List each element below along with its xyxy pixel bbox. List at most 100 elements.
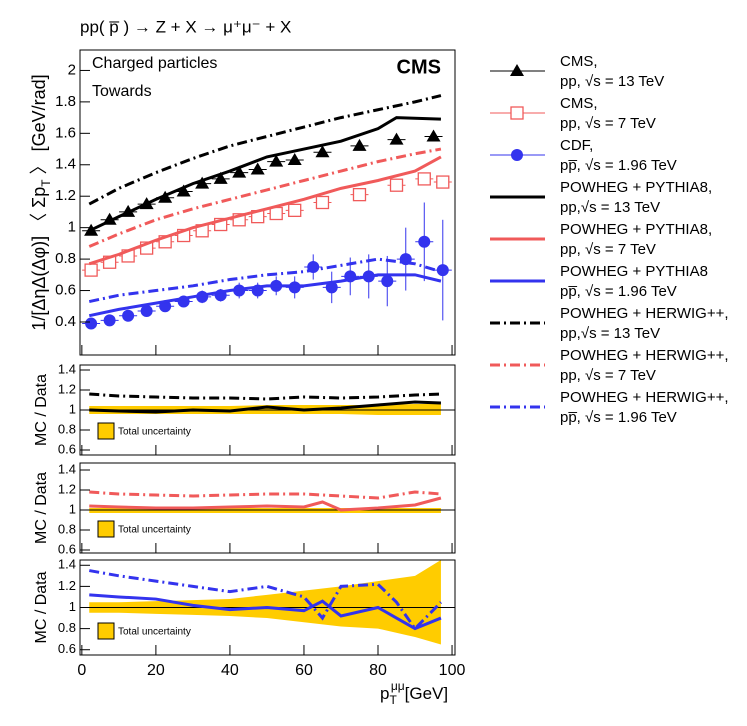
marker (269, 154, 284, 167)
x-tick-label: 40 (221, 662, 239, 679)
y-tick-label: 0.8 (58, 620, 76, 635)
series-line (88, 257, 442, 304)
marker (287, 153, 302, 166)
chart-title: pp( p̅ ) → Z + X → μ⁺μ⁻ + X (80, 17, 291, 36)
x-tick-label: 0 (77, 662, 86, 679)
marker (381, 275, 394, 288)
y-tick-label: 0.6 (58, 541, 76, 556)
x-label-part: μμ (391, 679, 405, 693)
marker (418, 235, 431, 248)
marker (325, 281, 338, 294)
legend-label: POWHEG + HERWIG++, (560, 389, 729, 406)
marker (140, 304, 153, 317)
y-tick-label: 0.8 (58, 521, 76, 536)
plot-frame (79, 49, 456, 356)
marker (85, 317, 98, 330)
y-tick-label: 2 (68, 61, 76, 78)
marker (511, 149, 523, 161)
y-tick-label: 0.8 (58, 421, 76, 436)
series-line (89, 490, 442, 500)
marker (195, 176, 210, 189)
marker (436, 264, 449, 277)
marker (389, 178, 404, 192)
y-axis-label: MC / Data (33, 472, 50, 544)
y-tick-label: 1.2 (58, 578, 76, 593)
series-line (88, 147, 442, 248)
marker (103, 314, 116, 327)
marker (352, 187, 367, 202)
y-tick-label: 1.4 (55, 156, 76, 173)
legend-swatch (97, 422, 115, 440)
y-tick-label: 1.4 (58, 557, 76, 572)
marker (84, 263, 98, 277)
legend-label: pp, √s = 7 TeV (560, 115, 656, 132)
marker (213, 171, 228, 184)
marker (417, 172, 431, 186)
marker (510, 106, 524, 120)
series-line (89, 392, 441, 401)
x-tick-label: 60 (295, 662, 313, 679)
marker (436, 175, 450, 189)
y-label-part: 1/[ΔηΔ(Δφ)] 〈 Σp (29, 187, 49, 331)
panel: Total uncertainty 0.6 0.8 1 1.2 1.4 MC / Data (33, 461, 456, 556)
panel: Total uncertainty 0.6 0.8 1 1.2 1.4 0 20 40 60 80 1… (33, 557, 465, 707)
legend-label: POWHEG + HERWIG++, (560, 305, 729, 322)
legend-label: POWHEG + PYTHIA8, (560, 221, 712, 238)
series-line (89, 593, 442, 631)
marker (232, 165, 247, 178)
x-tick-label: 100 (439, 662, 466, 679)
marker (510, 64, 524, 76)
x-label-part: p (380, 684, 389, 703)
legend-label: Total uncertainty (118, 525, 191, 536)
y-tick-label: 1.4 (58, 461, 76, 476)
y-tick-label: 1.4 (58, 361, 76, 376)
y-tick-label: 1.6 (55, 124, 76, 141)
legend-label: pp̅, √s = 1.96 TeV (560, 283, 677, 300)
y-tick-label: 0.6 (58, 441, 76, 456)
y-tick-label: 1.2 (58, 481, 76, 496)
legend-label: pp,√s = 13 TeV (560, 325, 660, 342)
panel: Total uncertainty 0.6 0.8 1 1.2 1.4 MC / Data (33, 361, 456, 456)
y-label-part: 〉 [GeV/rad] (29, 74, 49, 179)
x-tick-label: 20 (147, 662, 165, 679)
y-tick-label: 1.8 (55, 93, 76, 110)
legend-label: CDF, (560, 137, 593, 154)
marker (315, 145, 330, 158)
y-tick-label: 1 (68, 219, 76, 236)
marker (389, 132, 404, 145)
x-label-part: [GeV] (405, 684, 448, 703)
series-line (89, 496, 442, 512)
legend-label: Total uncertainty (118, 627, 191, 638)
y-tick-label: 0.6 (58, 641, 76, 656)
legend-label: CMS, (560, 53, 598, 70)
legend-label: Total uncertainty (118, 427, 191, 438)
x-label-part: T (389, 693, 397, 707)
y-tick-label: 1.2 (58, 381, 76, 396)
y-tick-label: 0.8 (55, 250, 76, 267)
marker (315, 195, 330, 210)
marker (288, 281, 301, 294)
legend-label: pp̅, √s = 1.96 TeV (560, 157, 677, 174)
legend-label: POWHEG + HERWIG++, (560, 347, 729, 364)
series-line (88, 569, 443, 631)
y-axis-label: MC / Data (33, 374, 50, 446)
legend-swatch (97, 520, 115, 538)
legend-label: POWHEG + PYTHIA8, (560, 179, 712, 196)
y-axis-label: 1/[ΔηΔ(Δφ)] 〈 ΣpT 〉 [GeV/rad] (29, 74, 53, 330)
series-line (89, 400, 441, 414)
y-tick-label: 0.4 (55, 313, 76, 330)
legend-label: pp, √s = 13 TeV (560, 73, 664, 90)
plot-frame (79, 462, 456, 554)
annotation: Charged particles (92, 55, 217, 72)
marker (352, 138, 367, 151)
annotation: Towards (92, 83, 152, 100)
marker (176, 184, 191, 197)
marker (426, 129, 441, 142)
legend-label: CMS, (560, 95, 598, 112)
legend-label: pp̅, √s = 1.96 TeV (560, 409, 677, 426)
legend-swatch (97, 622, 115, 640)
series-line (88, 116, 441, 233)
marker (269, 206, 283, 221)
y-tick-label: 1 (69, 401, 76, 416)
